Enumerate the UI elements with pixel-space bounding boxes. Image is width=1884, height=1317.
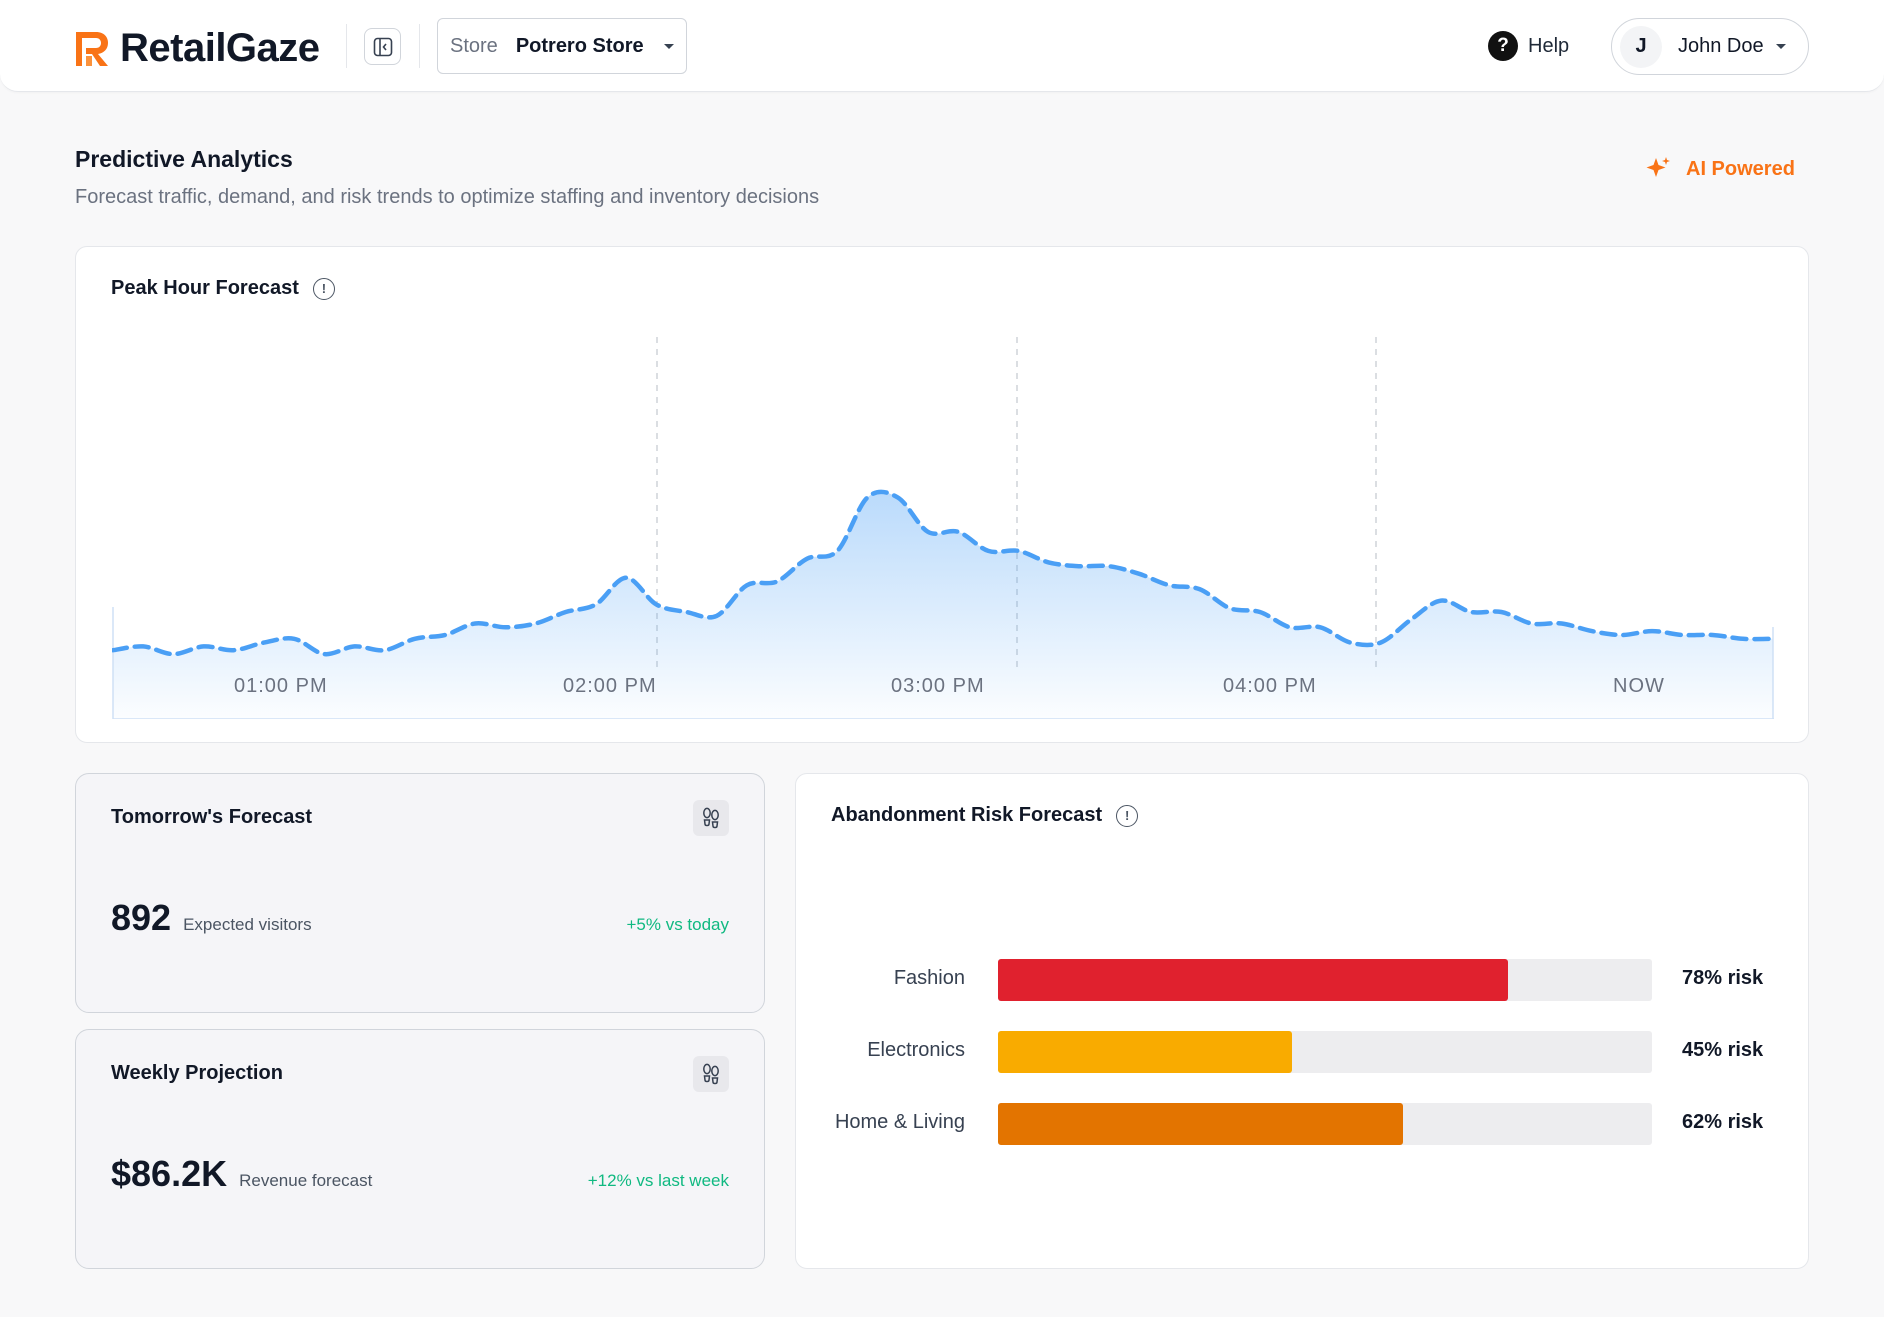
weekly-projection-card: Weekly Projection $86.2K Revenue forecast… xyxy=(75,1029,765,1269)
help-button[interactable]: ? Help xyxy=(1488,31,1569,61)
top-header: RetailGaze Store Potrero Store ? Help J … xyxy=(0,0,1884,92)
peak-hour-forecast-card: Peak Hour Forecast ! 01:00 PM 02:00 PM 0… xyxy=(75,246,1809,743)
info-icon[interactable]: ! xyxy=(312,277,335,300)
risk-bar-fill xyxy=(998,1103,1404,1145)
header-divider xyxy=(346,24,347,68)
weekly-delta: +12% vs last week xyxy=(587,1171,729,1190)
risk-label: Electronics xyxy=(867,1039,965,1061)
x-axis-label: 01:00 PM xyxy=(234,675,328,697)
brand-name: RetailGaze xyxy=(120,26,320,70)
tomorrow-delta: +5% vs today xyxy=(626,915,729,934)
user-menu[interactable]: J John Doe xyxy=(1611,18,1809,75)
weekly-revenue-number: $86.2K xyxy=(111,1153,228,1194)
sparkle-icon xyxy=(1646,157,1670,177)
risk-bar-fill xyxy=(998,959,1509,1001)
footprints-icon xyxy=(693,800,729,836)
risk-row-fashion: Fashion 78% risk xyxy=(796,959,1810,1001)
avatar: J xyxy=(1620,25,1662,68)
peak-card-header: Peak Hour Forecast ! xyxy=(111,277,335,300)
weekly-projection-title: Weekly Projection xyxy=(111,1062,283,1084)
sidebar-toggle-button[interactable] xyxy=(364,28,401,65)
header-divider xyxy=(419,24,420,68)
forecast-area xyxy=(113,491,1773,719)
risk-value: 45% risk xyxy=(1682,1039,1764,1061)
x-axis-label: 03:00 PM xyxy=(891,675,985,697)
risk-label: Home & Living xyxy=(834,1111,965,1133)
ai-powered-badge: AI Powered xyxy=(1644,155,1795,183)
footprints-icon xyxy=(693,1056,729,1092)
tomorrow-forecast-title: Tomorrow's Forecast xyxy=(111,806,313,828)
risk-card-title: Abandonment Risk Forecast xyxy=(831,804,1103,826)
tomorrow-forecast-value: 892 Expected visitors xyxy=(111,897,312,939)
weekly-caption: Revenue forecast xyxy=(239,1171,373,1190)
x-axis-label: NOW xyxy=(1613,675,1665,697)
risk-value: 62% risk xyxy=(1682,1111,1764,1133)
chevron-down-icon xyxy=(664,43,674,49)
risk-bar-fill xyxy=(998,1031,1293,1073)
tomorrow-caption: Expected visitors xyxy=(183,915,312,934)
abandonment-risk-card: Abandonment Risk Forecast ! Fashion 78% … xyxy=(795,773,1809,1269)
ai-powered-label: AI Powered xyxy=(1686,157,1795,180)
risk-bar-track xyxy=(998,1103,1652,1145)
chevron-down-icon xyxy=(1776,44,1786,49)
page-subtitle: Forecast traffic, demand, and risk trend… xyxy=(75,186,820,208)
info-icon[interactable]: ! xyxy=(1116,804,1139,827)
peak-hour-chart xyxy=(112,337,1774,719)
peak-card-title: Peak Hour Forecast xyxy=(111,277,299,299)
x-axis-label: 02:00 PM xyxy=(563,675,657,697)
risk-label: Fashion xyxy=(893,967,965,989)
weekly-projection-value: $86.2K Revenue forecast xyxy=(111,1153,372,1195)
x-axis-label: 04:00 PM xyxy=(1223,675,1317,697)
help-label: Help xyxy=(1528,34,1570,57)
risk-bar-track xyxy=(998,1031,1652,1073)
risk-card-header: Abandonment Risk Forecast ! xyxy=(831,804,1139,827)
question-circle-icon: ? xyxy=(1488,31,1518,61)
retailgaze-logo-icon xyxy=(76,31,108,66)
risk-value: 78% risk xyxy=(1682,967,1764,989)
tomorrow-visitors-number: 892 xyxy=(111,897,172,938)
store-select[interactable]: Store Potrero Store xyxy=(437,18,687,74)
user-name: John Doe xyxy=(1678,35,1764,57)
risk-row-home-living: Home & Living 62% risk xyxy=(796,1103,1810,1145)
forecast-line xyxy=(112,489,1774,657)
page-title: Predictive Analytics xyxy=(75,146,293,172)
risk-row-electronics: Electronics 45% risk xyxy=(796,1031,1810,1073)
sidebar-collapse-icon xyxy=(373,37,392,56)
brand-logo[interactable]: RetailGaze xyxy=(74,26,320,71)
risk-bar-track xyxy=(998,959,1652,1001)
store-select-label: Store xyxy=(450,34,498,57)
tomorrow-forecast-card: Tomorrow's Forecast 892 Expected visitors… xyxy=(75,773,765,1013)
store-select-value: Potrero Store xyxy=(515,34,644,57)
